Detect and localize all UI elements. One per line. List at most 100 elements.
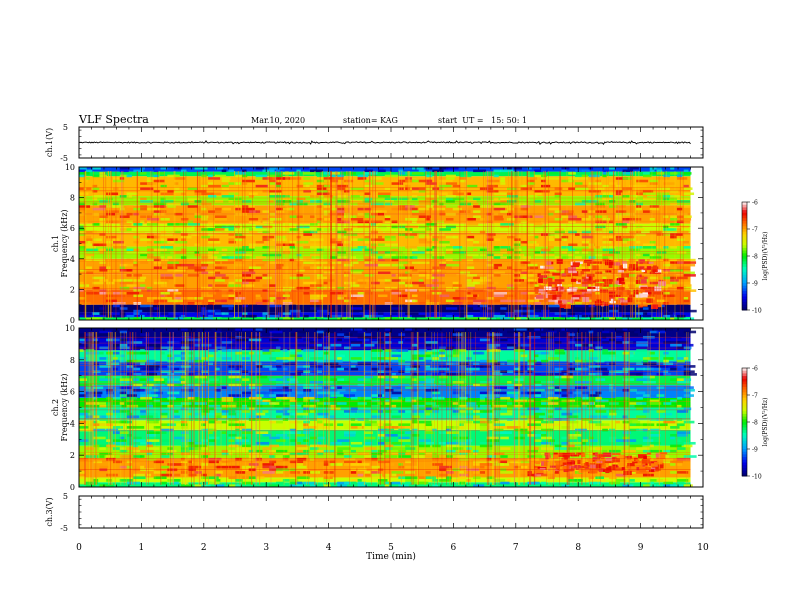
spectrogram-cell bbox=[112, 314, 125, 318]
spectrogram-cell bbox=[289, 333, 298, 336]
spectrogram-cell bbox=[194, 233, 200, 236]
spectrogram-cell bbox=[201, 330, 211, 334]
spectrogram-cell bbox=[160, 251, 171, 254]
spectrogram-cell bbox=[180, 314, 186, 318]
spectrogram-cell bbox=[289, 439, 297, 442]
spectrogram-cell bbox=[649, 179, 658, 183]
spectrogram-cell bbox=[418, 215, 431, 218]
spectrogram-cell bbox=[119, 383, 126, 387]
emission-event-cell bbox=[585, 462, 589, 466]
spectrogram-cell bbox=[581, 281, 594, 285]
spectrogram-cell bbox=[534, 235, 539, 239]
spectrogram-cell bbox=[663, 420, 676, 424]
spectrogram-cell bbox=[575, 317, 588, 320]
spectrogram-cell bbox=[160, 415, 172, 419]
colorbar-swatch bbox=[742, 207, 747, 211]
spectrogram-cell bbox=[119, 279, 133, 282]
spectrogram-cell bbox=[174, 269, 186, 272]
spectrogram-cell bbox=[167, 396, 176, 400]
spectrogram-cell bbox=[153, 179, 165, 183]
spectrogram-cell bbox=[411, 256, 418, 259]
spectrogram-cell bbox=[289, 276, 297, 280]
spectrogram-cell bbox=[235, 279, 246, 282]
spectrogram-cell bbox=[310, 294, 322, 298]
spectrogram-cell bbox=[554, 317, 565, 320]
spectrogram-cell bbox=[595, 263, 601, 267]
spectrogram-cell bbox=[112, 269, 121, 272]
spectrogram-cell bbox=[642, 210, 653, 213]
spectrogram-cell bbox=[622, 220, 635, 224]
spectrogram-cell bbox=[418, 444, 431, 448]
spectrogram-cell bbox=[683, 187, 693, 190]
spectrogram-cell bbox=[337, 378, 348, 381]
spectrogram-cell bbox=[670, 471, 680, 474]
spectrogram-cell bbox=[602, 423, 610, 427]
spectrogram-cell bbox=[208, 476, 219, 480]
spectrogram-cell bbox=[330, 261, 342, 264]
spectrogram-cell bbox=[208, 271, 218, 275]
spectrogram-cell bbox=[153, 205, 165, 208]
spectrogram-cell bbox=[180, 484, 194, 487]
spectrogram-cell bbox=[146, 388, 159, 392]
spectrogram-cell bbox=[432, 373, 442, 376]
spectrogram-cell bbox=[656, 299, 666, 303]
spectrogram-cell bbox=[119, 312, 126, 315]
spectrogram-cell bbox=[289, 207, 295, 211]
spectrogram-cell bbox=[575, 338, 585, 342]
spectrogram-cell bbox=[371, 314, 384, 318]
spectrogram-cell bbox=[316, 343, 322, 347]
spectrogram-cell bbox=[269, 167, 282, 170]
spectrogram-cell bbox=[534, 215, 544, 218]
spectrogram-cell bbox=[377, 457, 385, 461]
spectrogram-cell bbox=[541, 407, 550, 411]
colorbar-swatch bbox=[742, 293, 747, 297]
spectrogram-cell bbox=[445, 182, 458, 185]
spectrogram-cell bbox=[208, 428, 217, 432]
spectrogram-cell bbox=[418, 449, 426, 453]
spectrogram-cell bbox=[513, 215, 527, 218]
spectrogram-cell bbox=[269, 200, 274, 203]
spectrogram-cell bbox=[160, 386, 169, 389]
spectrogram-cell bbox=[575, 312, 584, 315]
spectrogram-cell bbox=[405, 471, 415, 474]
spectrogram-cell bbox=[670, 399, 677, 403]
spectrogram-cell bbox=[649, 399, 660, 403]
spectrogram-cell bbox=[676, 207, 683, 211]
spectrogram-cell bbox=[670, 307, 676, 310]
spectrogram-cell bbox=[479, 465, 485, 469]
spectrogram-cell bbox=[541, 169, 547, 173]
spectrogram-cell bbox=[337, 481, 350, 485]
spectrogram-cell bbox=[153, 381, 159, 384]
spectrogram-cell bbox=[520, 271, 527, 275]
spectrogram-cell bbox=[425, 428, 433, 432]
spectrogram-cell bbox=[588, 365, 601, 368]
spectrogram-cell bbox=[554, 471, 559, 474]
spectrogram-cell bbox=[167, 415, 181, 419]
spectrogram-cell bbox=[323, 463, 329, 466]
spectrogram-cell bbox=[588, 338, 596, 342]
colorbar-swatch bbox=[742, 223, 747, 227]
spectrogram-cell bbox=[554, 200, 561, 203]
spectrogram-cell bbox=[670, 365, 678, 368]
spectrogram-cell bbox=[228, 256, 236, 259]
spectrogram-cell bbox=[676, 228, 682, 231]
spectrogram-cell bbox=[398, 410, 406, 413]
spectrogram-cell bbox=[629, 479, 635, 482]
spectrogram-cell bbox=[85, 246, 96, 249]
spectrogram-cell bbox=[160, 192, 174, 196]
spectrogram-cell bbox=[180, 169, 187, 173]
spectrogram-cell bbox=[235, 256, 245, 259]
spectrogram-cell bbox=[112, 304, 124, 308]
spectrogram-cell bbox=[303, 184, 310, 188]
spectrogram-cell bbox=[425, 381, 434, 384]
spectrogram-band bbox=[79, 312, 691, 317]
spectrogram-cell bbox=[649, 207, 660, 211]
spectrogram-cell bbox=[670, 276, 677, 280]
spectrogram-cell bbox=[479, 428, 488, 432]
spectrogram-cell bbox=[608, 294, 621, 298]
spectrogram-cell bbox=[289, 399, 297, 403]
spectrogram-cell bbox=[180, 468, 188, 472]
spectrogram-cell bbox=[527, 465, 541, 469]
spectrogram-cell bbox=[126, 284, 138, 287]
spectrogram-cell bbox=[622, 373, 631, 376]
